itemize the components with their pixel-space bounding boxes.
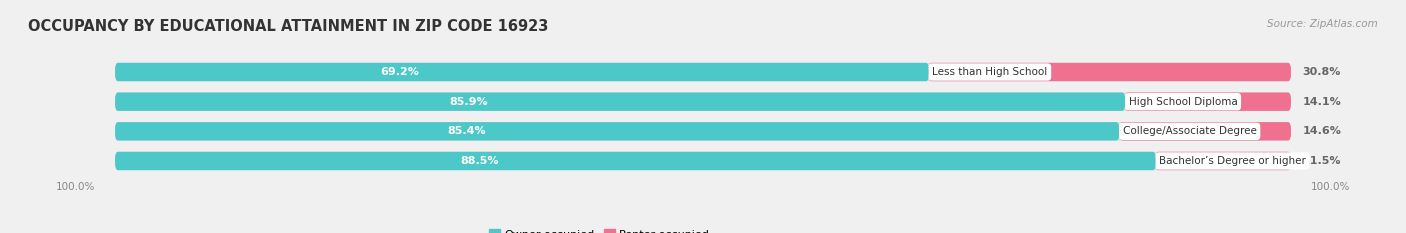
Text: Source: ZipAtlas.com: Source: ZipAtlas.com — [1267, 19, 1378, 29]
Text: Less than High School: Less than High School — [932, 67, 1047, 77]
FancyBboxPatch shape — [1119, 122, 1291, 140]
Legend: Owner-occupied, Renter-occupied: Owner-occupied, Renter-occupied — [485, 225, 714, 233]
FancyBboxPatch shape — [115, 93, 1125, 111]
FancyBboxPatch shape — [1125, 93, 1291, 111]
FancyBboxPatch shape — [115, 122, 1291, 140]
Text: OCCUPANCY BY EDUCATIONAL ATTAINMENT IN ZIP CODE 16923: OCCUPANCY BY EDUCATIONAL ATTAINMENT IN Z… — [28, 19, 548, 34]
FancyBboxPatch shape — [115, 63, 1291, 81]
Text: College/Associate Degree: College/Associate Degree — [1123, 126, 1257, 136]
Text: 11.5%: 11.5% — [1303, 156, 1341, 166]
Text: 30.8%: 30.8% — [1303, 67, 1341, 77]
FancyBboxPatch shape — [115, 93, 1291, 111]
Text: 14.1%: 14.1% — [1303, 97, 1341, 107]
Text: 88.5%: 88.5% — [460, 156, 499, 166]
Text: High School Diploma: High School Diploma — [1129, 97, 1237, 107]
Text: 85.9%: 85.9% — [450, 97, 488, 107]
FancyBboxPatch shape — [1156, 152, 1291, 170]
FancyBboxPatch shape — [115, 63, 929, 81]
Text: 100.0%: 100.0% — [1310, 182, 1350, 192]
FancyBboxPatch shape — [115, 152, 1291, 170]
FancyBboxPatch shape — [929, 63, 1291, 81]
Text: 69.2%: 69.2% — [381, 67, 419, 77]
FancyBboxPatch shape — [115, 122, 1119, 140]
FancyBboxPatch shape — [115, 152, 1156, 170]
Text: 14.6%: 14.6% — [1303, 126, 1341, 136]
Text: 85.4%: 85.4% — [447, 126, 486, 136]
Text: 100.0%: 100.0% — [56, 182, 96, 192]
Text: Bachelor’s Degree or higher: Bachelor’s Degree or higher — [1160, 156, 1306, 166]
